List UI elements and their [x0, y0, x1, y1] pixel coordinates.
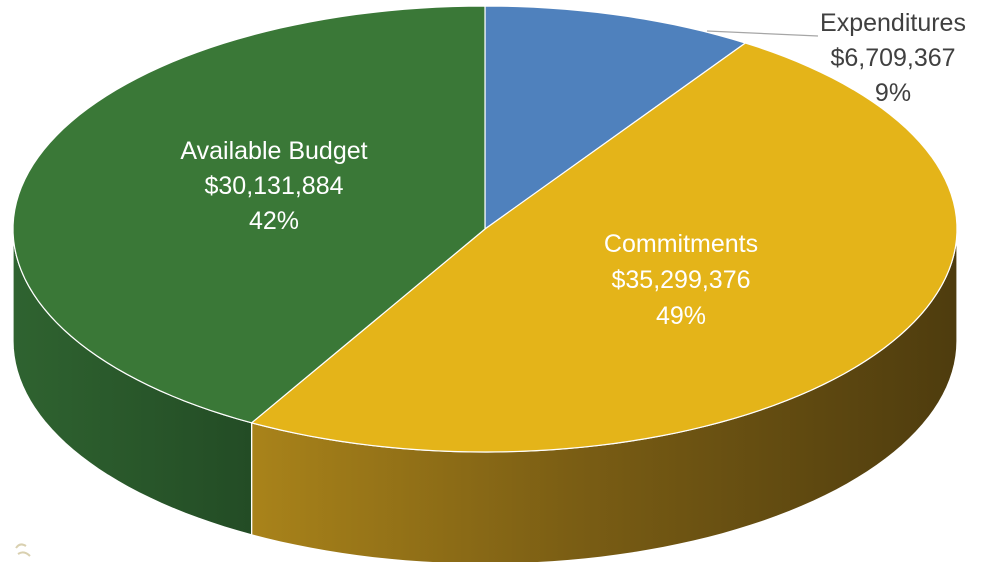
slice-percent-commitments: 49%	[656, 302, 706, 330]
slice-percent-expenditures: 9%	[875, 79, 911, 107]
slice-value-commitments: $35,299,376	[611, 266, 750, 294]
slice-label-commitments: Commitments $35,299,376 49%	[604, 230, 758, 330]
slice-value-expenditures: $6,709,367	[830, 44, 955, 72]
slice-available-budget	[12, 5, 486, 424]
slice-name-expenditures: Expenditures	[820, 9, 966, 37]
slice-name-available-budget: Available Budget	[180, 137, 367, 165]
pie-tops	[12, 5, 958, 453]
expenditures-leader-line	[706, 30, 819, 37]
slice-value-available-budget: $30,131,884	[204, 172, 343, 200]
slice-label-expenditures: Expenditures $6,709,367 9%	[820, 9, 966, 107]
slice-expenditures	[484, 5, 746, 230]
slice-name-commitments: Commitments	[604, 230, 758, 258]
slice-percent-available-budget: 42%	[249, 207, 299, 235]
slice-label-available-budget: Available Budget $30,131,884 42%	[180, 137, 367, 235]
slice-commitments	[251, 42, 958, 453]
corner-mark	[15, 543, 31, 557]
